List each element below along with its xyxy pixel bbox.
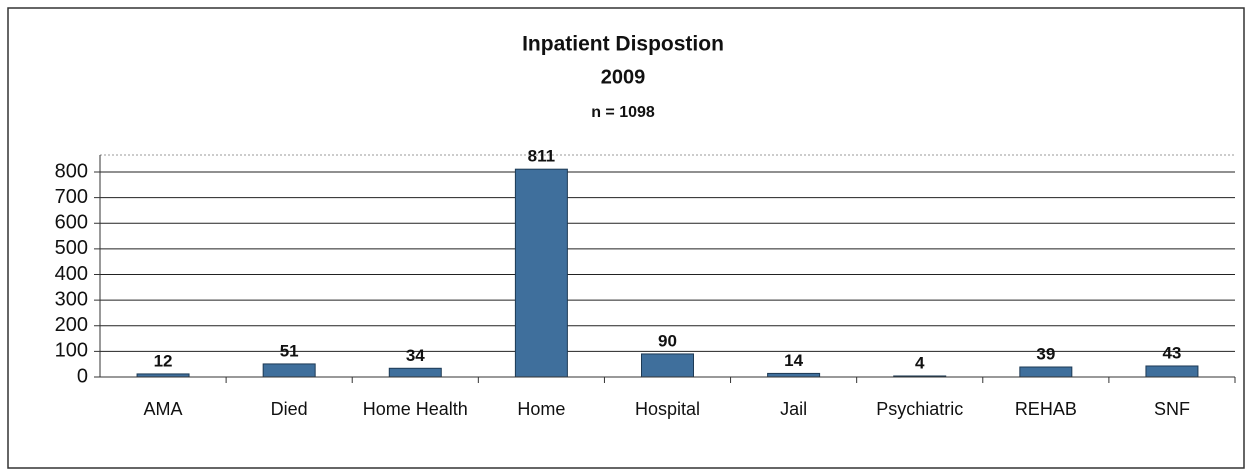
chart-subtitle: 2009 bbox=[601, 66, 646, 88]
data-label: 12 bbox=[154, 351, 173, 370]
x-tick-label: Died bbox=[270, 399, 308, 419]
bar bbox=[767, 372, 821, 378]
y-tick-label: 400 bbox=[55, 263, 88, 285]
x-tick-label: Home bbox=[517, 399, 566, 419]
x-tick-label: Home Health bbox=[362, 399, 468, 419]
bar bbox=[1019, 366, 1073, 378]
y-tick-label: 800 bbox=[55, 160, 88, 182]
x-tick-label: Hospital bbox=[634, 399, 701, 419]
x-tick-label: Jail bbox=[780, 399, 808, 419]
y-tick-label: 600 bbox=[55, 212, 88, 234]
data-label: 14 bbox=[784, 351, 803, 370]
y-tick-label: 700 bbox=[55, 186, 88, 208]
data-label: 811 bbox=[528, 147, 555, 166]
y-tick-label: 200 bbox=[55, 314, 88, 336]
y-tick-label: 0 bbox=[77, 365, 88, 387]
data-label: 39 bbox=[1036, 344, 1055, 363]
bar bbox=[262, 363, 316, 378]
data-label: 4 bbox=[915, 353, 925, 372]
data-label: 34 bbox=[406, 346, 425, 365]
y-tick-label: 300 bbox=[55, 288, 88, 310]
x-tick-label: Psychiatric bbox=[876, 399, 964, 419]
y-tick-label: 500 bbox=[55, 237, 88, 259]
frame bbox=[7, 7, 1245, 469]
x-tick-label: AMA bbox=[143, 399, 183, 419]
annotation: n = 1098 bbox=[591, 104, 655, 121]
bar bbox=[514, 168, 568, 378]
bar bbox=[1145, 365, 1199, 378]
bar bbox=[388, 367, 442, 378]
data-label: 43 bbox=[1162, 343, 1181, 362]
chart-title: Inpatient Dispostion bbox=[522, 33, 724, 56]
data-label: 90 bbox=[658, 331, 677, 350]
x-tick-label: SNF bbox=[1153, 399, 1190, 419]
x-tick-label: REHAB bbox=[1014, 399, 1077, 419]
bar bbox=[641, 353, 694, 378]
data-label: 51 bbox=[280, 341, 299, 360]
y-tick-label: 100 bbox=[55, 340, 88, 362]
